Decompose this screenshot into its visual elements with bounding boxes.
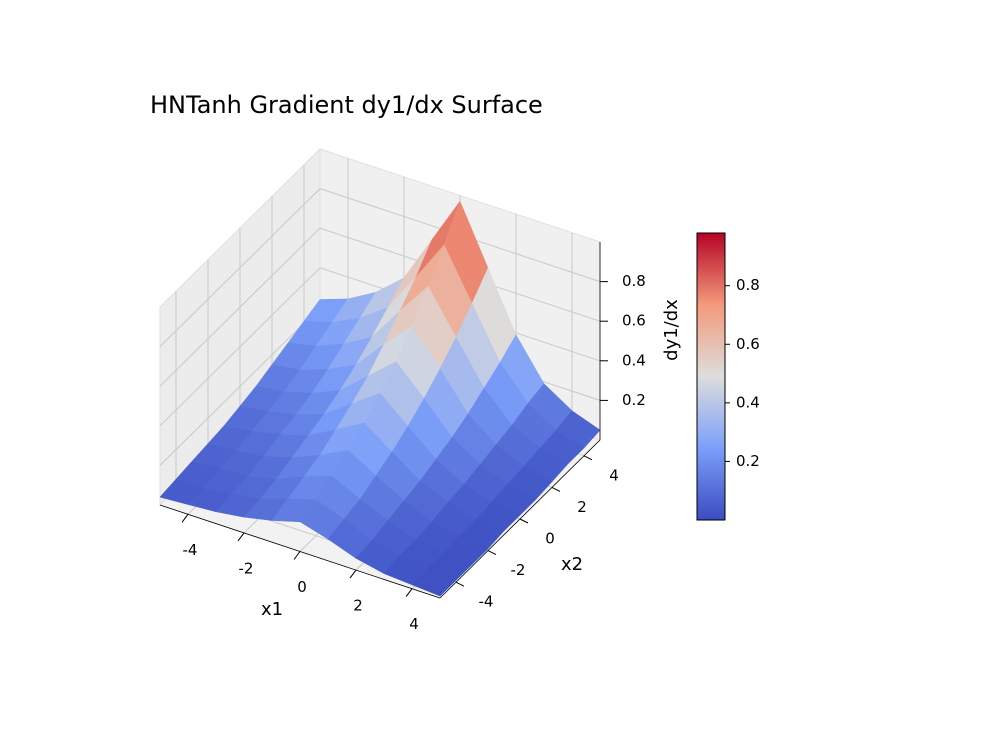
z-tick-label: 0.6 [622,312,646,330]
y-tick-label: 4 [609,466,619,484]
x-tick [349,569,357,579]
grid-line [159,188,321,347]
z-axis-label: dy1/dx [661,299,682,361]
x-tick [237,532,245,542]
surface [159,201,601,597]
x-tick-label: 4 [409,615,419,633]
x-tick [181,513,189,523]
x-tick-label: 2 [353,597,363,615]
colorbar-tick-label: 0.6 [736,335,760,353]
x-axis-line [159,504,441,599]
y-tick [583,455,593,461]
y-tick [551,486,561,492]
x-tick-label: 0 [297,578,307,596]
x-tick-label: -2 [239,559,254,577]
x-tick-label: -4 [183,541,198,559]
x-tick [405,588,413,598]
colorbar-tick-label: 0.4 [736,393,760,411]
axis-labels: x1 x2 dy1/dx [261,299,682,620]
x-tick [293,551,301,560]
y-tick [487,550,497,556]
y-tick [519,518,529,524]
surface-patch [411,568,457,597]
y-tick [455,581,465,587]
y-tick-label: -4 [479,593,494,611]
y-tick-label: 0 [545,530,555,548]
y-tick-label: -2 [511,561,526,579]
grid-line [159,307,321,466]
z-tick-label: 0.2 [622,391,646,409]
grid-line [159,267,321,427]
colorbar-tick-label: 0.2 [736,452,760,470]
z-tick-label: 0.8 [622,272,646,290]
y-axis-label: x2 [561,554,583,575]
z-tick-label: 0.4 [622,351,646,369]
chart-title: HNTanh Gradient dy1/dx Surface [150,91,543,119]
x-axis-label: x1 [261,599,283,620]
colorbar-tick-label: 0.8 [736,276,760,294]
y-tick-label: 2 [577,498,587,516]
colorbar [696,232,726,521]
grid-line [159,227,321,387]
y-axis-line [439,439,601,599]
